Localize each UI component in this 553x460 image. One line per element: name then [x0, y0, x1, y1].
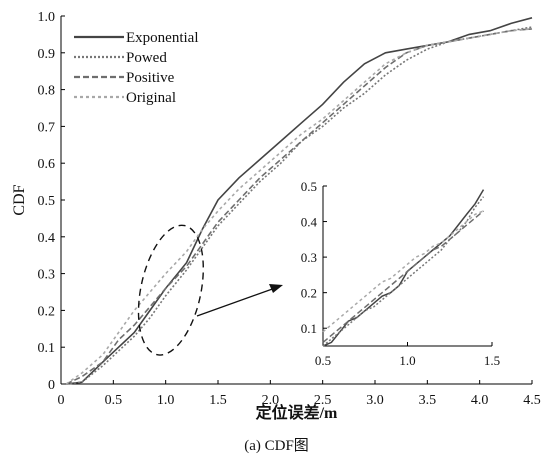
y-axis-label: CDF: [11, 184, 28, 215]
series-line-0: [322, 189, 485, 347]
x-axis-label: 定位误差/m: [255, 403, 338, 422]
x-tick-label: 1.0: [157, 393, 175, 408]
zoom-arrowhead: [269, 284, 283, 293]
y-tick-label: 0.1: [38, 341, 56, 356]
x-tick-label: 1.0: [399, 353, 415, 368]
legend-label-powed: Powed: [126, 50, 167, 66]
series-line-2: [322, 210, 484, 343]
x-tick-label: 4.0: [471, 393, 489, 408]
y-tick-label: 0.1: [301, 321, 317, 336]
y-tick-label: 0.4: [301, 215, 318, 230]
x-tick-label: 0.5: [105, 393, 123, 408]
zoom-region-ellipse: [137, 224, 204, 356]
y-tick-label: 0.2: [301, 286, 317, 301]
x-tick-label: 0: [58, 393, 65, 408]
y-tick-label: 0.5: [301, 179, 317, 194]
legend-label-exponential: Exponential: [126, 30, 198, 46]
y-tick-label: 0.3: [38, 268, 56, 283]
x-tick-label: 2.0: [262, 393, 280, 408]
x-tick-label: 3.0: [366, 393, 384, 408]
series-line-3: [322, 210, 484, 333]
zoom-arrow-line: [196, 286, 279, 317]
figure-caption: (a) CDF图: [244, 438, 309, 454]
x-tick-label: 0.5: [315, 353, 331, 368]
x-tick-label: 2.5: [314, 393, 332, 408]
main-plot: 0 0.5 1.0 1.5 2.0 2.5 3.0 3.5 4.0 4.500.10.20.30.…: [11, 10, 541, 422]
y-tick-label: 1.0: [38, 10, 56, 25]
y-tick-label: 0.2: [38, 304, 56, 319]
y-tick-label: 0.4: [38, 231, 56, 246]
y-tick-label: 0: [48, 378, 55, 393]
y-tick-label: 0.3: [301, 250, 317, 265]
x-tick-label: 3.5: [419, 393, 437, 408]
series-line-powed: [66, 26, 533, 385]
y-tick-label: 0.8: [38, 84, 56, 99]
series-line-positive: [65, 28, 533, 385]
y-tick-label: 0.7: [38, 120, 56, 135]
x-tick-label: 4.5: [523, 393, 541, 408]
y-tick-label: 0.5: [38, 194, 56, 209]
inset-plot: 0.5 1.0 1.5 0.1 0.2 0.3 0.4 0.5: [301, 179, 500, 368]
x-tick-label: 1.5: [484, 353, 500, 368]
legend-label-positive: Positive: [126, 70, 175, 86]
y-tick-label: 0.6: [38, 157, 56, 172]
x-tick-label: 1.5: [209, 393, 227, 408]
legend-label-original: Original: [126, 90, 176, 106]
y-tick-label: 0.9: [38, 47, 56, 62]
annotations: [137, 224, 283, 356]
